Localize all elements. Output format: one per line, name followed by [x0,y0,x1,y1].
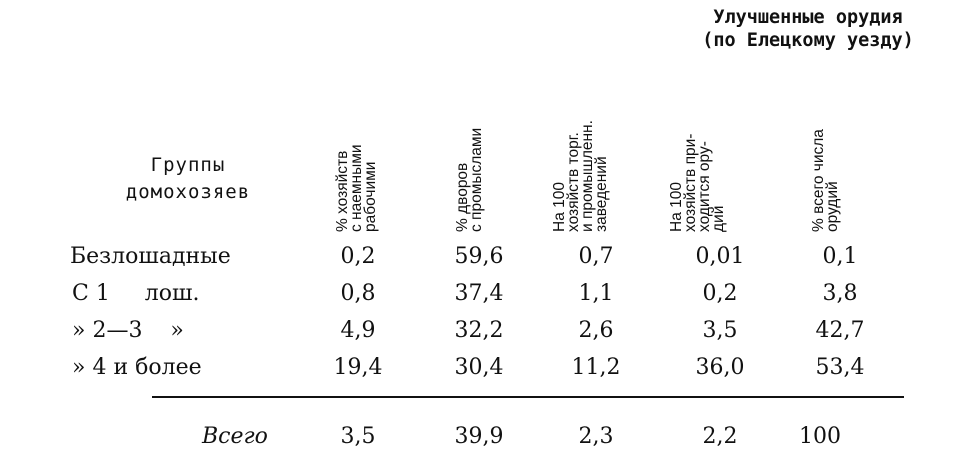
column-header-hired-workers: % хозяйств с наемными рабочими [334,144,379,232]
groups-header: Группы домохозяев [125,154,251,203]
cell-crafts: 32,2 [454,318,504,343]
total-label: Всего [202,424,268,449]
row-label: Безлошадные [70,244,231,269]
total-tools-share: 100 [799,424,841,449]
column-header-crafts: % дворов с промыслами [454,127,485,232]
total-divider [152,396,904,398]
cell-tools-per-100: 3,5 [702,318,738,343]
column-header-tools-per-100: На 100 хозяйств при- ходится ору- дий [668,133,727,232]
column-header-tools-share: % всего числа орудий [810,129,841,232]
cell-trade-industry: 1,1 [578,281,614,306]
cell-tools-share: 42,7 [815,318,865,343]
cell-hired-workers: 0,8 [340,281,376,306]
cell-crafts: 37,4 [454,281,504,306]
cell-tools-per-100: 0,2 [702,281,738,306]
cell-tools-share: 0,1 [822,244,858,269]
cell-hired-workers: 19,4 [333,355,383,380]
cell-tools-per-100: 0,01 [695,244,745,269]
total-trade-industry: 2,3 [578,424,614,449]
total-tools-per-100: 2,2 [702,424,738,449]
row-label: С 1 лош. [72,281,200,306]
row-label: » 4 и более [72,355,202,380]
cell-tools-per-100: 36,0 [695,355,745,380]
cell-crafts: 59,6 [454,244,504,269]
cell-crafts: 30,4 [454,355,504,380]
cell-tools-share: 3,8 [822,281,858,306]
row-label: » 2—3 » [72,318,184,343]
cell-hired-workers: 4,9 [340,318,376,343]
total-crafts: 39,9 [454,424,504,449]
cell-hired-workers: 0,2 [340,244,376,269]
column-header-trade-industry: На 100 хозяйств торг. и промышленн. заве… [551,120,610,232]
improved-tools-header: Улучшенные орудия (по Елецкому уезду) [702,7,914,51]
cell-trade-industry: 0,7 [578,244,614,269]
cell-tools-share: 53,4 [815,355,865,380]
total-hired-workers: 3,5 [340,424,376,449]
cell-trade-industry: 2,6 [578,318,614,343]
cell-trade-industry: 11,2 [571,355,621,380]
